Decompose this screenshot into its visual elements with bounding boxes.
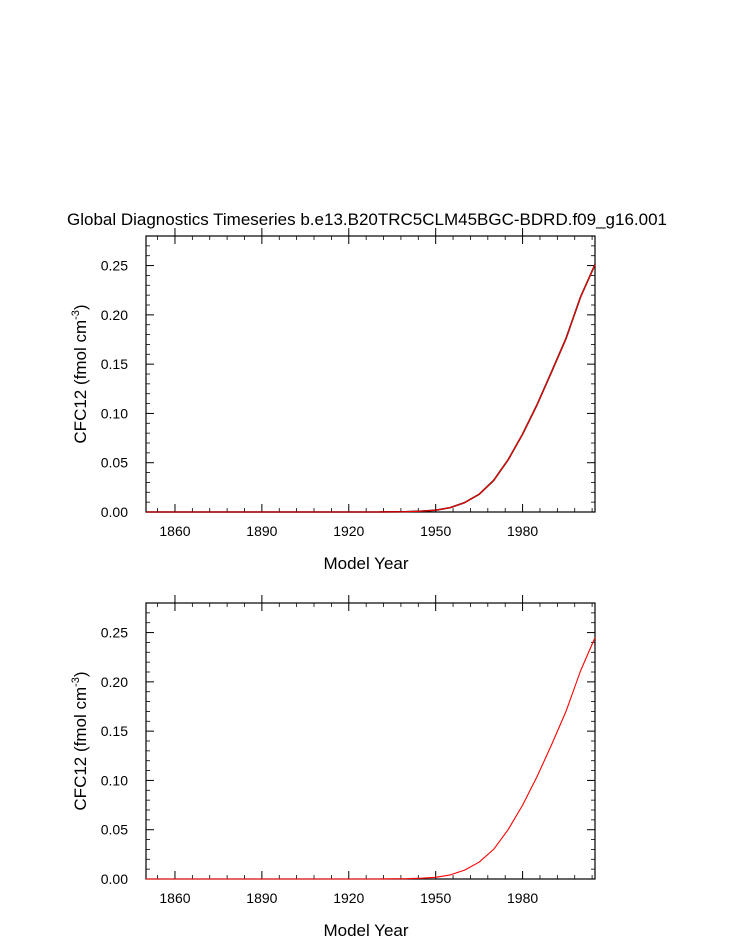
bottom-x-tick-label: 1980 — [507, 890, 538, 906]
bottom-x-tick-label: 1890 — [246, 890, 277, 906]
bottom-y-tick-label: 0.20 — [101, 674, 128, 690]
top-series-line-1 — [146, 264, 596, 513]
bottom-x-axis-label: Model Year — [323, 921, 408, 940]
top-x-tick-label: 1950 — [420, 523, 451, 539]
top-y-tick-label: 0.25 — [101, 258, 128, 274]
bottom-y-tick-label: 0.15 — [101, 723, 128, 739]
top-x-tick-label: 1860 — [159, 523, 190, 539]
svg-text:CFC12 (fmol cm-3): CFC12 (fmol cm-3) — [70, 671, 90, 810]
top-plot-frame — [145, 235, 596, 513]
top-y-axis-label-superscript: -3 — [70, 310, 82, 320]
bottom-y-tick-label: 0.05 — [101, 822, 128, 838]
bottom-y-tick-label: 0.25 — [101, 625, 128, 641]
bottom-panel: CFC12 (fmol cm-3) Model Year 1860 1890 192… — [70, 595, 596, 940]
top-y-axis-label-close: ) — [71, 304, 90, 310]
bottom-y-axis-label-superscript: -3 — [70, 677, 82, 687]
top-y-tick-label: 0.05 — [101, 455, 128, 471]
top-y-tick-label: 0.00 — [101, 504, 128, 520]
bottom-y-tick-label: 0.00 — [101, 871, 128, 887]
bottom-y-axis-label-close: ) — [71, 671, 90, 677]
bottom-plot-frame — [145, 602, 596, 880]
top-panel: CFC12 (fmol cm-3) Model Year 1860 1890 192… — [70, 228, 596, 573]
top-y-tick-label: 0.20 — [101, 307, 128, 323]
top-x-tick-label: 1890 — [246, 523, 277, 539]
bottom-series-line-0 — [146, 637, 596, 880]
bottom-y-tick-label: 0.10 — [101, 772, 128, 788]
top-y-axis-label-main: CFC12 (fmol cm — [71, 320, 90, 444]
svg-text:CFC12 (fmol cm-3): CFC12 (fmol cm-3) — [70, 304, 90, 443]
top-y-axis-label: CFC12 (fmol cm-3) — [70, 304, 90, 443]
bottom-y-axis-label-main: CFC12 (fmol cm — [71, 687, 90, 811]
bottom-x-tick-label: 1920 — [333, 890, 364, 906]
top-x-tick-label: 1980 — [507, 523, 538, 539]
top-series-line-0 — [146, 264, 596, 513]
top-y-tick-label: 0.15 — [101, 356, 128, 372]
top-x-axis-label: Model Year — [323, 554, 408, 573]
top-y-tick-label: 0.10 — [101, 405, 128, 421]
figure-title: Global Diagnostics Timeseries b.e13.B20T… — [67, 210, 667, 229]
bottom-y-axis-label: CFC12 (fmol cm-3) — [70, 671, 90, 810]
bottom-x-tick-label: 1860 — [159, 890, 190, 906]
bottom-x-tick-label: 1950 — [420, 890, 451, 906]
top-x-tick-label: 1920 — [333, 523, 364, 539]
